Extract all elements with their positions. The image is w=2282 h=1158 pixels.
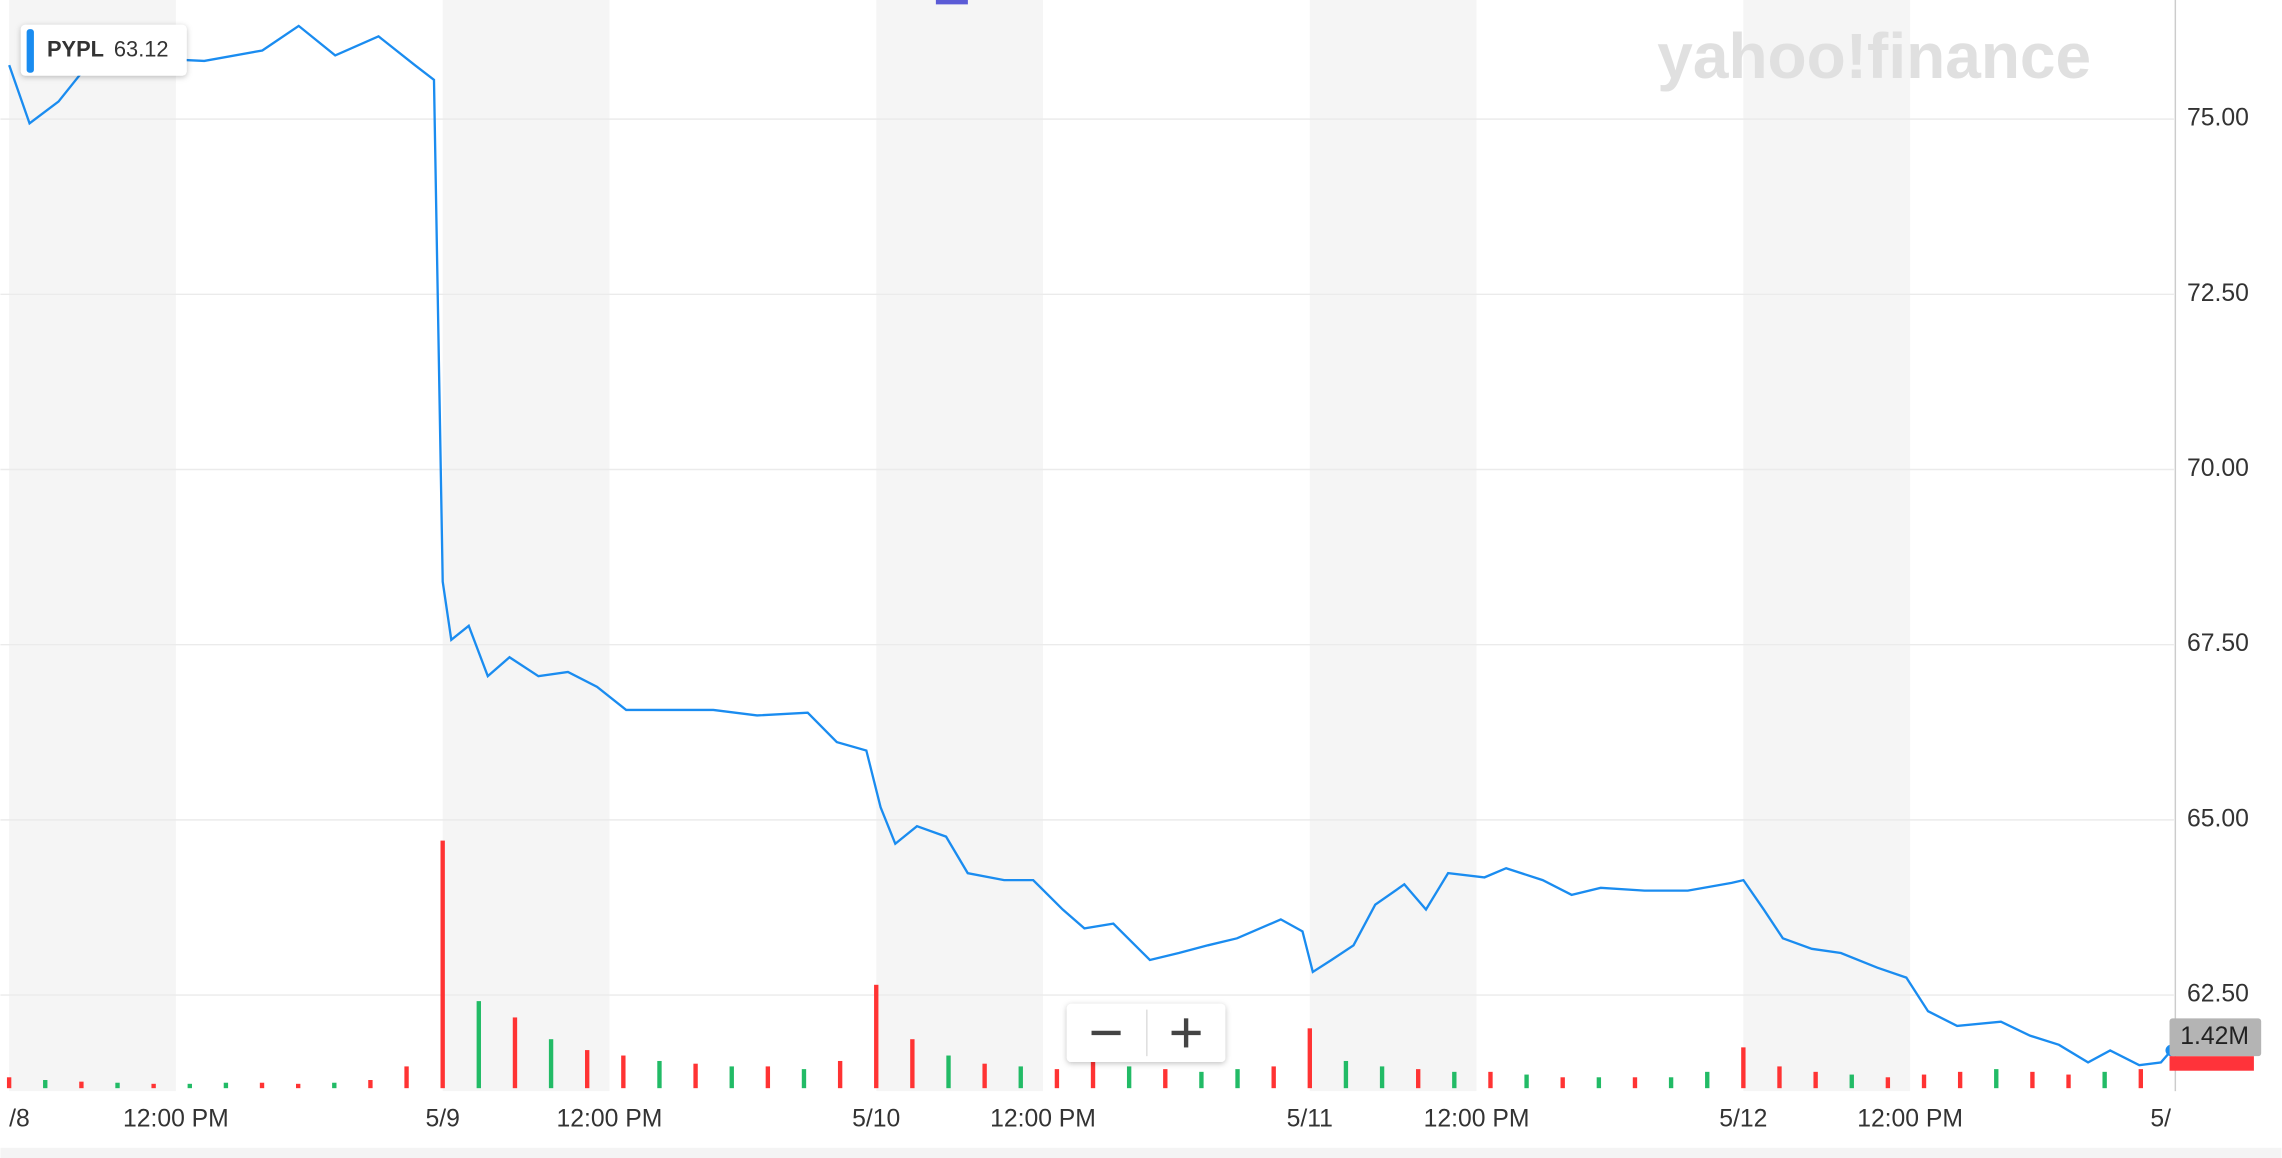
volume-bar xyxy=(729,1066,734,1089)
volume-bar xyxy=(368,1080,373,1089)
x-tick-label: 5/10 xyxy=(852,1106,900,1133)
volume-bar xyxy=(765,1066,771,1089)
volume-bar xyxy=(1668,1077,1674,1089)
y-tick-label: 75.00 xyxy=(2187,105,2249,132)
volume-bar xyxy=(1054,1069,1060,1089)
volume-bar xyxy=(1777,1066,1782,1089)
volume-bar xyxy=(151,1083,156,1089)
volume-bar xyxy=(1271,1066,1276,1089)
volume-bar xyxy=(1705,1071,1710,1089)
session-shade xyxy=(1309,0,1477,1092)
y-tick-label: 67.50 xyxy=(2187,630,2249,657)
session-shade xyxy=(9,0,176,1092)
volume-bar xyxy=(187,1083,192,1089)
volume-bar xyxy=(1813,1071,1818,1089)
volume-bar xyxy=(1379,1066,1385,1089)
volume-bar xyxy=(1163,1069,1168,1089)
zoom-in[interactable] xyxy=(1171,1018,1201,1048)
tooltip-value: 63.12 xyxy=(114,37,169,62)
volume-bar xyxy=(1921,1074,1927,1089)
x-tick-label: 12:00 PM xyxy=(1857,1106,1963,1133)
volume-bar xyxy=(1307,1028,1312,1089)
y-tick-label: 72.50 xyxy=(2187,280,2249,307)
session-shade xyxy=(1743,0,1911,1092)
tooltip-box xyxy=(20,24,187,76)
x-tick-label: 12:00 PM xyxy=(1424,1106,1530,1133)
volume-bar xyxy=(2066,1074,2071,1089)
volume-bar xyxy=(1849,1074,1854,1089)
volume-bar xyxy=(404,1066,409,1089)
volume-bar xyxy=(259,1082,265,1089)
volume-bar xyxy=(801,1069,807,1089)
volume-bar xyxy=(223,1082,229,1089)
bottom-strip xyxy=(0,1147,2282,1158)
y-tick-label: 70.00 xyxy=(2187,455,2249,482)
volume-bar xyxy=(548,1039,554,1089)
volume-bar xyxy=(79,1081,84,1089)
volume-bar xyxy=(512,1017,518,1089)
x-tick-label: /8 xyxy=(9,1106,30,1133)
watermark: yahoo!finance xyxy=(1657,20,2091,92)
volume-bar xyxy=(1560,1077,1565,1089)
tooltip xyxy=(20,24,187,76)
volume-bar xyxy=(1741,1047,1746,1089)
volume-bar xyxy=(1524,1074,1529,1089)
volume-bar xyxy=(1957,1071,1963,1089)
volume-bar xyxy=(1488,1071,1493,1089)
volume-badge xyxy=(2169,1018,2262,1057)
price-badge xyxy=(2169,1056,2254,1071)
volume-bar xyxy=(332,1082,337,1089)
volume-bar xyxy=(657,1060,662,1089)
volume-label: 1.42M xyxy=(2180,1023,2249,1050)
x-tick-label: 12:00 PM xyxy=(557,1106,663,1133)
volume-bar xyxy=(1452,1071,1457,1089)
top-marker xyxy=(935,0,968,5)
volume-bar xyxy=(910,1039,915,1089)
volume-bar xyxy=(296,1083,301,1089)
x-tick-label: 12:00 PM xyxy=(123,1106,229,1133)
volume-bar xyxy=(1596,1077,1602,1089)
volume-bar xyxy=(1126,1066,1132,1089)
session-shade xyxy=(442,0,610,1092)
volume-bar xyxy=(1885,1077,1891,1089)
volume-bar xyxy=(2102,1071,2107,1089)
volume-bar xyxy=(2138,1069,2143,1089)
volume-bar xyxy=(1235,1069,1240,1089)
volume-bar xyxy=(946,1055,951,1089)
x-tick-label: 12:00 PM xyxy=(990,1106,1096,1133)
x-tick-label: 5/12 xyxy=(1719,1106,1767,1133)
volume-bar xyxy=(837,1060,843,1089)
session-shade xyxy=(876,0,1043,1092)
volume-bar xyxy=(440,840,445,1089)
volume-bar xyxy=(115,1082,120,1089)
volume-bar xyxy=(1994,1069,1999,1089)
tooltip-symbol: PYPL xyxy=(47,37,104,62)
volume-bar xyxy=(476,1001,481,1089)
y-tick-label: 65.00 xyxy=(2187,805,2249,832)
volume-bar xyxy=(1018,1066,1023,1089)
volume-bar xyxy=(1632,1077,1638,1089)
volume-bar xyxy=(874,984,879,1089)
volume-bar xyxy=(1090,1055,1096,1089)
y-tick-label: 62.50 xyxy=(2187,981,2249,1008)
x-tick-label: 5/9 xyxy=(426,1106,460,1133)
volume-bar xyxy=(6,1077,12,1089)
volume-bar xyxy=(621,1055,626,1089)
x-tick-label: 5/ xyxy=(2150,1106,2171,1133)
volume-bar xyxy=(1199,1071,1204,1089)
price-line xyxy=(8,24,2173,1067)
volume-bar xyxy=(693,1063,698,1089)
volume-bar xyxy=(2030,1071,2035,1089)
volume-bar xyxy=(43,1080,48,1089)
volume-bar xyxy=(1416,1069,1421,1089)
volume-bar xyxy=(982,1063,987,1089)
x-tick-label: 5/11 xyxy=(1287,1106,1333,1133)
tooltip-swatch xyxy=(26,29,34,73)
volume-bar xyxy=(1343,1060,1349,1089)
volume-bar xyxy=(585,1050,590,1089)
